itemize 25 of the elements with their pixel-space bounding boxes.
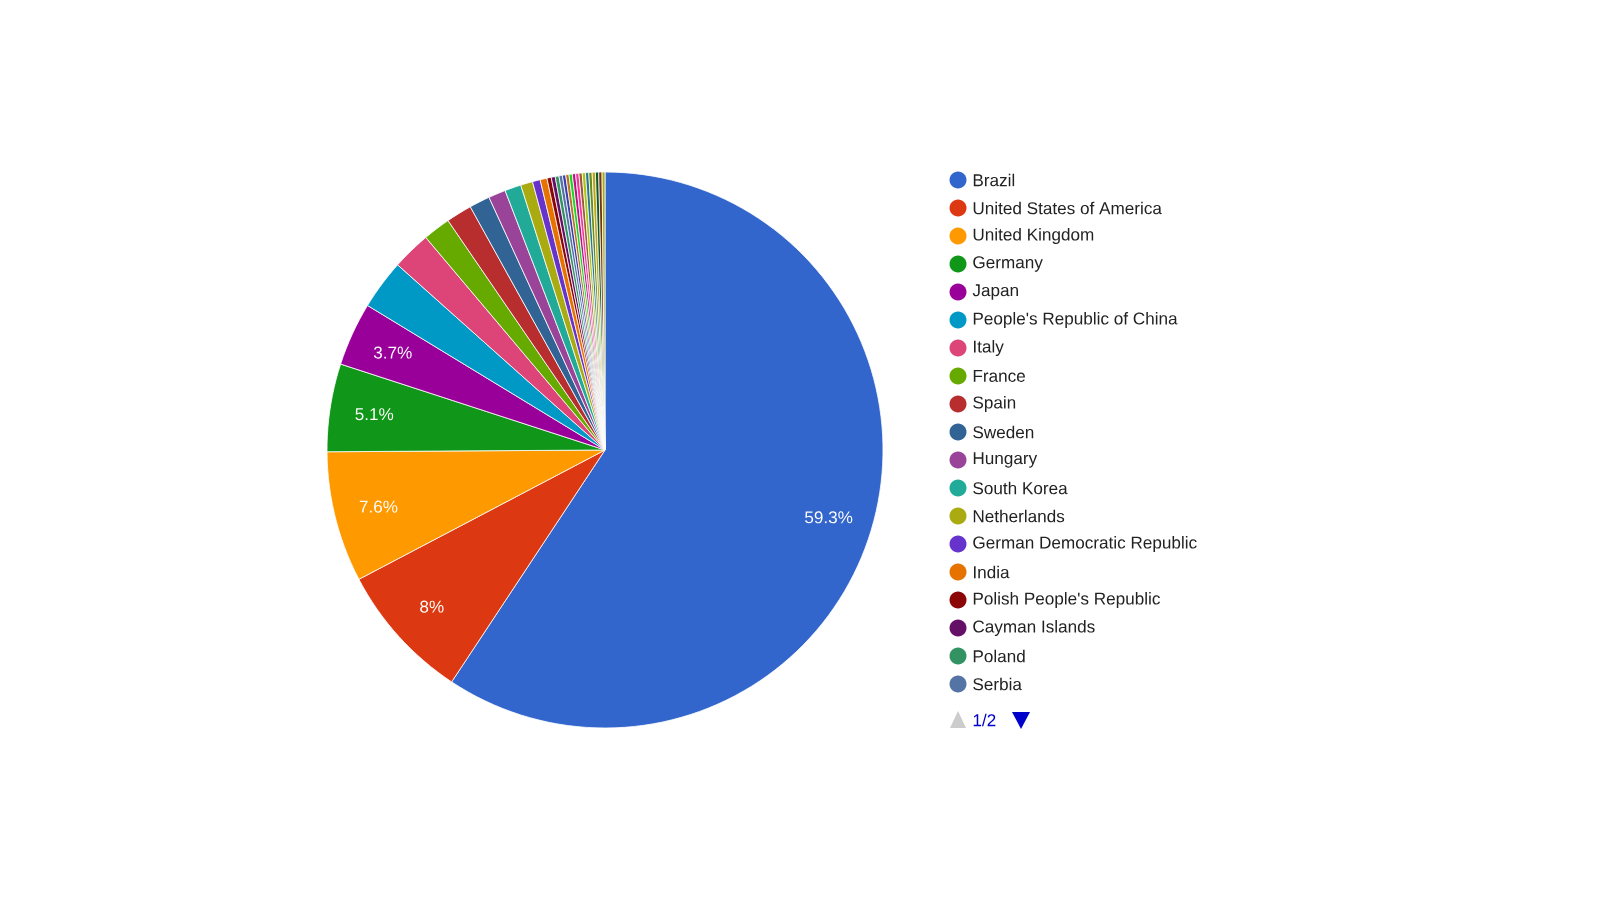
legend-label: Poland bbox=[973, 649, 1025, 663]
legend-label: Netherlands bbox=[973, 509, 1065, 523]
legend-label: Sweden bbox=[973, 425, 1034, 439]
data-label: 8% bbox=[420, 600, 444, 613]
data-label: 59.3% bbox=[805, 511, 853, 524]
legend-label: People's Republic of China bbox=[973, 312, 1178, 328]
legend-label: Japan bbox=[972, 284, 1018, 300]
legend-label: Cayman Islands bbox=[973, 620, 1095, 636]
legend-label: India bbox=[974, 565, 1010, 579]
legend-label: South Korea bbox=[973, 481, 1068, 495]
legend-label: Spain bbox=[973, 396, 1016, 412]
legend-label: Polish People's Republic bbox=[973, 592, 1160, 608]
data-label: 5.1% bbox=[355, 408, 394, 421]
legend-label: France bbox=[973, 370, 1025, 382]
legend-label: Germany bbox=[973, 256, 1043, 272]
legend-label: Brazil bbox=[973, 173, 1015, 187]
legend-label: Italy bbox=[974, 340, 1004, 356]
data-label: 7.6% bbox=[359, 500, 398, 513]
legend-label: Hungary bbox=[973, 452, 1038, 468]
legend-label: Serbia bbox=[973, 677, 1022, 691]
text: 1/2 bbox=[973, 713, 996, 727]
data-label: 3.7% bbox=[373, 346, 412, 359]
legend-label: United Kingdom bbox=[973, 228, 1094, 244]
legend-label: German Democratic Republic bbox=[973, 536, 1197, 552]
legend-label: United States of America bbox=[973, 201, 1162, 215]
